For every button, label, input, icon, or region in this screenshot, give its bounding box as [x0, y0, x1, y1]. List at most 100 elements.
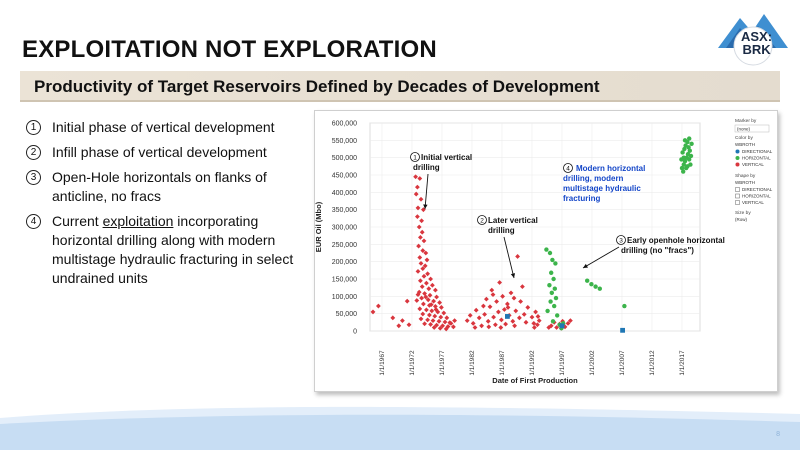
- subtitle-bar: Productivity of Target Reservoirs Define…: [20, 71, 780, 102]
- point-vertical: [430, 318, 436, 324]
- point-vertical: [422, 263, 428, 269]
- legend-shape-item: DIRECTIONAL: [742, 187, 773, 192]
- page-number: 8: [776, 431, 780, 438]
- point-vertical: [419, 218, 425, 224]
- point-vertical: [554, 325, 560, 330]
- point-vertical: [425, 297, 431, 303]
- point-horizontal: [585, 278, 590, 283]
- legend-shape-swatch: [735, 193, 740, 199]
- point-vertical: [500, 293, 506, 299]
- point-vertical: [495, 309, 501, 315]
- annotation-4-number: 4: [566, 166, 570, 173]
- annotation-3-circle: [616, 235, 626, 245]
- point-horizontal: [553, 295, 559, 301]
- y-axis-title: EUR Oil (Mbo): [315, 201, 323, 252]
- point-vertical: [390, 315, 396, 321]
- point-vertical: [417, 255, 423, 260]
- slide-subtitle: Productivity of Target Reservoirs Define…: [34, 77, 600, 96]
- footer-wave: [0, 406, 800, 450]
- point-vertical: [428, 302, 434, 308]
- point-vertical: [399, 318, 405, 324]
- point-vertical: [426, 312, 432, 318]
- point-horizontal: [550, 257, 555, 263]
- point-vertical: [534, 322, 540, 328]
- point-horizontal: [550, 319, 556, 324]
- point-vertical: [467, 312, 473, 318]
- annotation-2-number: 2: [480, 218, 484, 225]
- point-vertical: [444, 315, 450, 321]
- annotation-4-line2: drilling, modern: [563, 174, 624, 183]
- point-horizontal: [549, 290, 554, 296]
- bullet-item-2: 2 Infill phase of vertical development: [26, 143, 306, 162]
- legend-shape-by-label: Shape by: [735, 173, 756, 179]
- point-vertical: [438, 314, 444, 320]
- point-vertical: [511, 295, 517, 301]
- x-tick-label: 1/1/1992: [529, 350, 536, 376]
- point-vertical: [565, 320, 571, 326]
- annotation-4-line3: multistage hydraulic: [563, 184, 641, 193]
- annotation-4-circle: [563, 163, 573, 173]
- point-vertical: [485, 318, 491, 324]
- annotation-1-arrow-line: [424, 173, 429, 210]
- point-horizontal: [687, 148, 692, 153]
- point-vertical: [523, 319, 529, 325]
- annotation-2-arrow-line: [503, 236, 515, 279]
- point-vertical: [396, 323, 402, 329]
- point-vertical: [503, 321, 509, 327]
- point-horizontal: [687, 157, 692, 162]
- point-vertical: [417, 176, 423, 181]
- bullet-number-1: 1: [26, 120, 41, 135]
- point-vertical: [414, 298, 420, 303]
- point-horizontal: [552, 303, 557, 309]
- point-directional: [620, 327, 625, 333]
- legend-shape-swatch: [735, 200, 740, 205]
- point-vertical: [501, 307, 507, 312]
- annotation-2-line1: Later vertical: [488, 216, 538, 225]
- point-horizontal: [682, 146, 687, 152]
- point-horizontal: [681, 162, 686, 167]
- bullet-item-4: 4 Current exploitation incorporating hor…: [26, 212, 306, 288]
- point-horizontal: [682, 138, 688, 143]
- point-vertical: [441, 310, 447, 316]
- x-tick-label: 1/1/2012: [649, 350, 656, 376]
- point-vertical: [476, 315, 482, 321]
- annotation-4-line1: Modern horizontal: [576, 164, 645, 173]
- point-directional: [505, 314, 510, 319]
- point-horizontal: [553, 261, 558, 266]
- x-tick-label: 1/1/1967: [379, 350, 386, 376]
- legend-shape-by-value: WBROTH: [735, 180, 755, 185]
- point-vertical: [404, 298, 410, 304]
- annotation-1-line1: Initial vertical: [421, 153, 472, 162]
- point-vertical: [414, 214, 420, 220]
- bullet-text-2: Infill phase of vertical development: [52, 144, 267, 160]
- point-vertical: [432, 303, 438, 309]
- point-vertical: [504, 301, 510, 307]
- x-tick-label: 1/1/1997: [559, 350, 566, 376]
- legend-shape-swatch: [735, 187, 740, 192]
- point-vertical: [413, 191, 419, 197]
- x-tick-label: 1/1/2007: [619, 350, 626, 376]
- annotation-3-arrow-head: [583, 263, 588, 268]
- y-tick-label: 100,000: [332, 294, 357, 301]
- point-vertical: [417, 306, 423, 312]
- point-vertical: [518, 299, 524, 304]
- y-tick-label: 400,000: [332, 190, 357, 197]
- point-vertical: [492, 322, 498, 328]
- point-vertical: [419, 229, 425, 235]
- point-horizontal: [686, 145, 691, 150]
- point-vertical: [425, 317, 431, 323]
- point-vertical: [424, 257, 430, 263]
- point-vertical: [479, 323, 485, 329]
- logo-text: ASX: BRK: [741, 29, 773, 57]
- bullet-text-3: Open-Hole horizontals on flanks of antic…: [52, 169, 267, 204]
- point-vertical: [426, 286, 432, 292]
- annotation-3-number: 3: [619, 238, 623, 245]
- x-tick-label: 1/1/1972: [409, 350, 416, 376]
- point-vertical: [448, 320, 454, 326]
- point-vertical: [425, 271, 431, 277]
- point-vertical: [510, 318, 516, 324]
- point-horizontal: [589, 282, 594, 287]
- point-horizontal: [545, 308, 550, 314]
- point-vertical: [420, 266, 426, 272]
- y-tick-label: 150,000: [332, 277, 357, 284]
